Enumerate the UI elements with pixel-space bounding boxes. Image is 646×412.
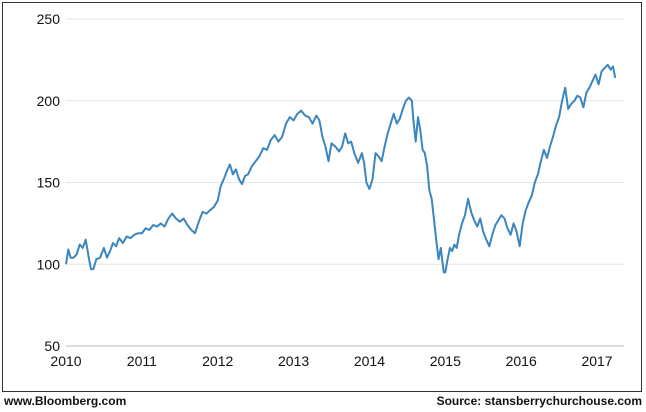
y-tick-label-150: 150 bbox=[37, 175, 61, 191]
bloomberg-credit: www.Bloomberg.com bbox=[4, 394, 127, 408]
series-line-0 bbox=[65, 63, 617, 274]
y-tick-label-250: 250 bbox=[37, 11, 61, 27]
x-tick-label-2013: 2013 bbox=[278, 353, 309, 369]
y-tick-label-200: 200 bbox=[37, 93, 61, 109]
chart-frame bbox=[2, 2, 642, 392]
y-tick-label-100: 100 bbox=[37, 256, 61, 272]
x-tick-label-2010: 2010 bbox=[50, 353, 81, 369]
x-tick-label-2014: 2014 bbox=[354, 353, 385, 369]
x-tick-label-2011: 2011 bbox=[127, 353, 157, 369]
y-tick-label-50: 50 bbox=[44, 338, 60, 354]
x-tick-label-2016: 2016 bbox=[506, 353, 537, 369]
x-tick-label-2012: 2012 bbox=[202, 353, 233, 369]
x-tick-label-2015: 2015 bbox=[430, 353, 461, 369]
x-tick-label-2017: 2017 bbox=[581, 353, 612, 369]
source-credit: Source: stansberrychurchouse.com bbox=[436, 394, 642, 408]
